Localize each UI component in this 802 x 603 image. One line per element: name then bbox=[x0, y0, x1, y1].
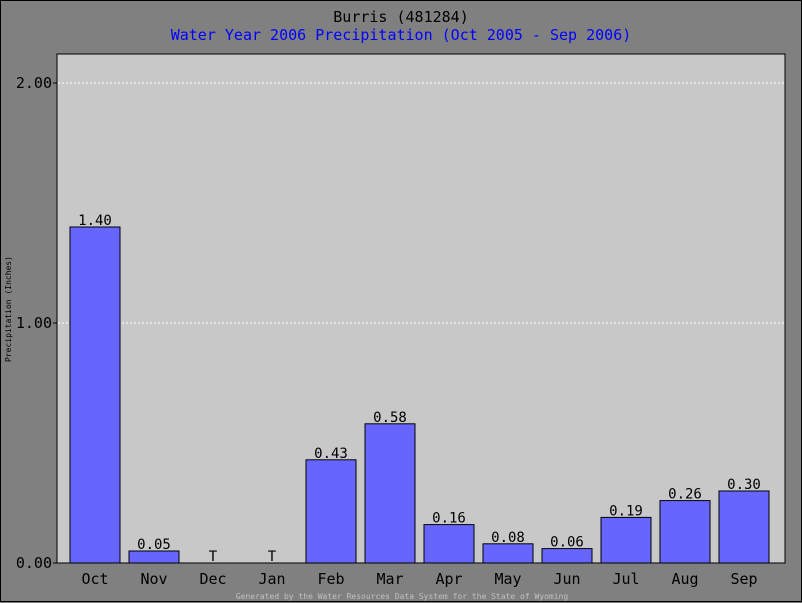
data-label-mar: 0.58 bbox=[373, 410, 407, 426]
x-tick-label-jan: Jan bbox=[258, 570, 285, 588]
bar-feb bbox=[305, 459, 357, 564]
gridlines bbox=[58, 82, 784, 324]
x-tick-label-feb: Feb bbox=[317, 570, 344, 588]
bar-apr bbox=[423, 524, 475, 564]
x-axis-categories: Oct Nov Dec Jan Feb Mar Apr May Jun Jul Aug Sep bbox=[81, 570, 757, 588]
data-label-feb: 0.43 bbox=[314, 446, 348, 462]
x-tick-label-aug: Aug bbox=[671, 570, 698, 588]
chart-subtitle: Water Year 2006 Precipitation (Oct 2005 … bbox=[171, 26, 632, 44]
data-label-jan: T bbox=[268, 549, 277, 565]
data-label-sep: 0.30 bbox=[727, 477, 761, 493]
bar-jun bbox=[541, 548, 593, 564]
bar-nov bbox=[128, 550, 180, 564]
data-label-jun: 0.06 bbox=[550, 535, 584, 551]
bar-sep bbox=[718, 490, 770, 564]
x-tick-label-may: May bbox=[494, 570, 521, 588]
data-label-dec: T bbox=[209, 549, 218, 565]
chart-title: Burris (481284) bbox=[333, 8, 468, 26]
data-label-may: 0.08 bbox=[491, 530, 525, 546]
bar-may bbox=[482, 543, 534, 564]
bars-group: 1.40 0.05 T T 0.43 0.58 0.16 0.08 0.06 0.19 0.26 0.… bbox=[69, 213, 770, 565]
x-tick-label-mar: Mar bbox=[376, 570, 403, 588]
data-label-apr: 0.16 bbox=[432, 511, 466, 527]
y-tick-label: 1.00 bbox=[16, 314, 52, 332]
x-tick-label-jun: Jun bbox=[553, 570, 580, 588]
x-tick-label-oct: Oct bbox=[81, 570, 108, 588]
bar-jul bbox=[600, 516, 652, 564]
bar-aug bbox=[659, 500, 711, 564]
plot-area bbox=[56, 53, 786, 564]
data-label-jul: 0.19 bbox=[609, 503, 643, 519]
y-tick-label: 2.00 bbox=[16, 74, 52, 92]
y-axis-label: Precipitation (Inches) bbox=[4, 256, 13, 362]
x-tick-label-apr: Apr bbox=[435, 570, 462, 588]
x-tick-label-sep: Sep bbox=[730, 570, 757, 588]
data-label-aug: 0.26 bbox=[668, 487, 702, 503]
x-tick-label-nov: Nov bbox=[140, 570, 167, 588]
x-tick-label-jul: Jul bbox=[612, 570, 639, 588]
x-tick-label-dec: Dec bbox=[199, 570, 226, 588]
bar-oct bbox=[69, 226, 121, 564]
data-label-nov: 0.05 bbox=[137, 537, 171, 553]
data-label-oct: 1.40 bbox=[78, 213, 112, 229]
footer-credit: Generated by the Water Resources Data Sy… bbox=[236, 592, 569, 601]
y-axis-ticks: 0.00 1.00 2.00 bbox=[16, 74, 57, 572]
bar-mar bbox=[364, 423, 416, 564]
y-tick-label: 0.00 bbox=[16, 554, 52, 572]
